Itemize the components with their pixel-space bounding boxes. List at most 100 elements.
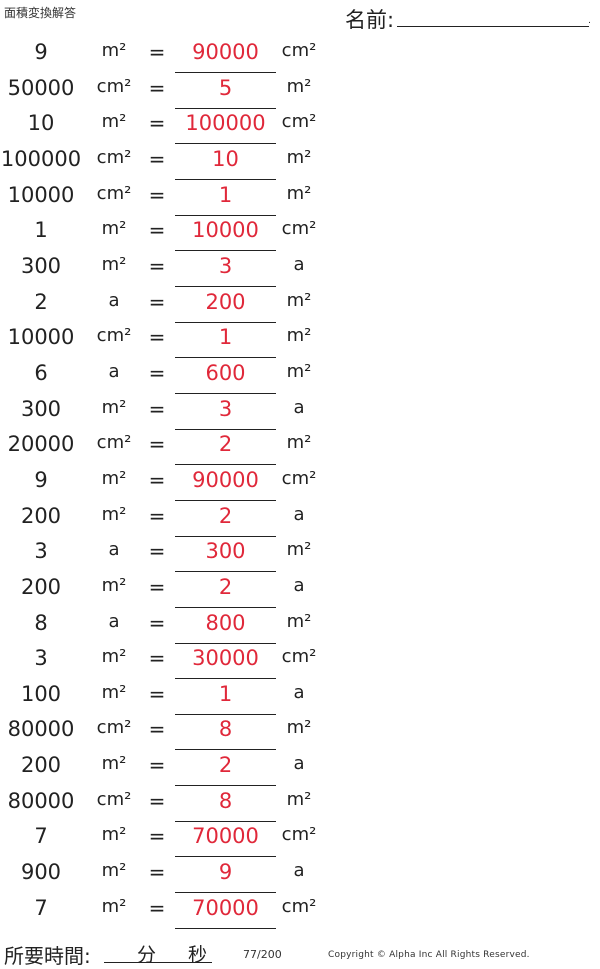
answer-underline [175,713,276,715]
source-unit: cm² [96,75,132,97]
answer-underline [175,357,276,359]
answer-value[interactable]: 9 [218,860,233,885]
equals-sign: = [148,646,166,671]
equals-sign: = [148,860,166,885]
answer-underline [175,321,276,323]
name-underline [397,26,589,27]
problem-row: 80000 cm² = 8 m² [0,787,600,823]
source-unit: a [108,539,120,561]
copyright-notice: Copyright © Alpha Inc All Rights Reserve… [328,950,530,960]
problem-row: 100000 cm² = 10 m² [0,145,600,181]
problem-row: 7 m² = 70000 cm² [0,894,600,930]
answer-value[interactable]: 90000 [192,40,259,64]
answer-value[interactable]: 70000 [192,895,259,920]
answer-value[interactable]: 2 [218,574,233,599]
problem-row: 10000 cm² = 1 m² [0,323,600,359]
equals-sign: = [148,467,166,492]
source-unit: m² [101,860,127,882]
source-unit: m² [101,895,127,917]
answer-underline [175,214,276,216]
source-unit: cm² [96,432,132,454]
answer-value[interactable]: 1 [218,681,233,706]
page-number: 77/200 [243,948,282,961]
answer-value[interactable]: 5 [218,75,233,100]
equals-sign: = [148,681,166,706]
problem-row: 1 m² = 10000 cm² [0,216,600,252]
target-unit: cm² [281,111,317,133]
problem-number: 3 [34,539,48,564]
seconds-label: 秒 [188,944,208,966]
source-unit: cm² [96,788,132,810]
answer-underline [175,606,276,608]
answer-value[interactable]: 8 [218,788,233,813]
problem-number: 7 [34,824,48,849]
problem-number: 6 [34,360,48,385]
answer-value[interactable]: 2 [218,753,233,778]
answer-value[interactable]: 1 [218,182,233,207]
problem-number: 50000 [7,75,75,100]
answer-value[interactable]: 3 [218,253,233,278]
problem-row: 300 m² = 3 a [0,395,600,431]
source-unit: m² [101,396,127,418]
target-unit: cm² [281,218,317,240]
answer-underline [175,178,276,180]
problem-row: 300 m² = 3 a [0,252,600,288]
answer-value[interactable]: 3 [218,396,233,421]
answer-value[interactable]: 30000 [192,646,259,671]
source-unit: a [108,289,120,311]
problem-number: 7 [34,895,48,920]
source-unit: cm² [96,146,132,168]
answer-value[interactable]: 800 [205,610,246,635]
problem-row: 8 a = 800 m² [0,609,600,645]
equals-sign: = [148,40,166,64]
answer-value[interactable]: 90000 [192,467,259,492]
equals-sign: = [148,539,166,564]
answer-value[interactable]: 300 [205,539,246,564]
answer-value[interactable]: 600 [205,360,246,385]
answer-value[interactable]: 100000 [185,111,266,136]
answer-value[interactable]: 10000 [192,218,259,243]
problem-number: 9 [34,40,48,64]
answer-value[interactable]: 1 [218,325,233,350]
answer-value[interactable]: 2 [218,432,233,457]
name-field[interactable]: 名前: . [345,4,593,32]
answer-underline [175,107,276,109]
answer-underline [175,927,276,929]
answer-value[interactable]: 8 [218,717,233,742]
time-blank-line[interactable] [104,962,212,963]
source-unit: cm² [96,325,132,347]
target-unit: m² [286,182,312,204]
problem-number: 10000 [7,325,75,350]
problem-row: 200 m² = 2 a [0,573,600,609]
answer-value[interactable]: 10 [212,146,239,171]
target-unit: m² [286,289,312,311]
answer-value[interactable]: 70000 [192,824,259,849]
equals-sign: = [148,146,166,171]
target-unit: m² [286,432,312,454]
target-unit: a [293,396,305,418]
equals-sign: = [148,824,166,849]
answer-value[interactable]: 200 [205,289,246,314]
answer-underline [175,678,276,680]
target-unit: a [293,253,305,275]
problem-row: 100 m² = 1 a [0,680,600,716]
problem-row: 2 a = 200 m² [0,288,600,324]
problem-number: 3 [34,646,48,671]
problem-number: 100 [20,681,62,706]
source-unit: m² [101,646,127,668]
target-unit: m² [286,75,312,97]
answer-underline [175,499,276,501]
problem-number: 200 [20,574,62,599]
equals-sign: = [148,503,166,528]
equals-sign: = [148,788,166,813]
answer-underline [175,143,276,145]
problem-row: 6 a = 600 m² [0,359,600,395]
equals-sign: = [148,182,166,207]
problem-number: 900 [20,860,62,885]
answer-underline [175,785,276,787]
target-unit: a [293,860,305,882]
problem-number: 9 [34,467,48,492]
answer-value[interactable]: 2 [218,503,233,528]
problem-number: 8 [34,610,48,635]
problem-row: 50000 cm² = 5 m² [0,74,600,110]
